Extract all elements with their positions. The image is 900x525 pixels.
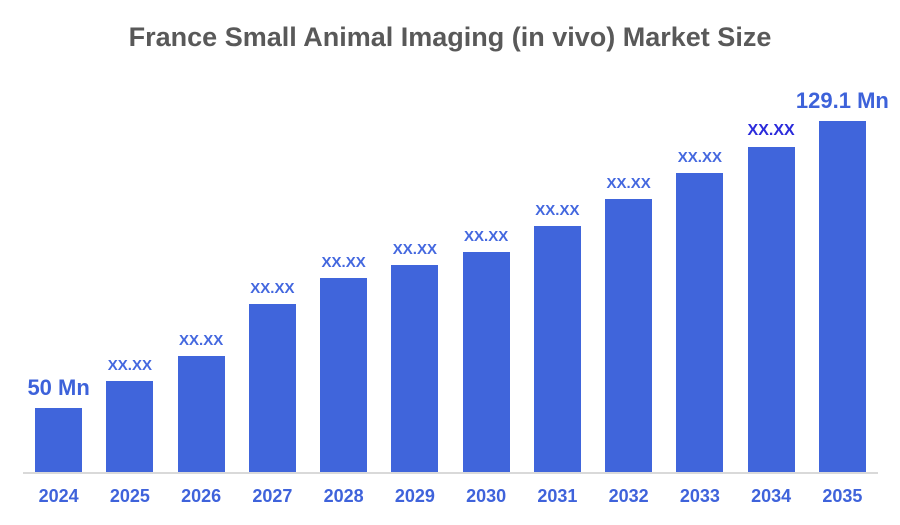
x-axis-label: 2028 bbox=[323, 486, 364, 506]
x-axis-label: 2027 bbox=[252, 486, 293, 506]
x-axis-label: 2024 bbox=[38, 486, 79, 506]
bar bbox=[391, 265, 439, 472]
bar-value-label: XX.XX bbox=[392, 241, 437, 258]
bar bbox=[747, 147, 795, 472]
bar bbox=[818, 121, 866, 472]
bar bbox=[106, 381, 154, 472]
bar-value-label: XX.XX bbox=[535, 202, 580, 219]
x-axis-label: 2032 bbox=[608, 486, 649, 506]
bar-value-label: XX.XX bbox=[179, 332, 224, 349]
bar bbox=[177, 356, 225, 472]
bar-slot: 129.1 Mn bbox=[796, 90, 889, 472]
bar-value-label: XX.XX bbox=[107, 357, 152, 374]
bar bbox=[320, 278, 368, 472]
x-axis-label: 2029 bbox=[394, 486, 435, 506]
bar-slot: XX.XX bbox=[664, 150, 735, 472]
bar-value-label: XX.XX bbox=[677, 149, 722, 166]
x-axis-label: 2026 bbox=[181, 486, 222, 506]
bar-slot: XX.XX bbox=[379, 242, 450, 472]
bar bbox=[676, 173, 724, 472]
bar-slot: XX.XX bbox=[94, 358, 165, 472]
chart-title: France Small Animal Imaging (in vivo) Ma… bbox=[128, 22, 772, 52]
bar-value-label: 50 Mn bbox=[27, 375, 90, 400]
bar-slot: XX.XX bbox=[736, 123, 807, 472]
x-axis-label: 2034 bbox=[751, 486, 792, 506]
x-axis-label: 2025 bbox=[109, 486, 150, 506]
bar-value-label: 129.1 Mn bbox=[795, 88, 889, 113]
x-axis-label: 2030 bbox=[466, 486, 507, 506]
bar-slot: XX.XX bbox=[522, 203, 593, 472]
bar-slot: XX.XX bbox=[237, 281, 308, 472]
bar-slot: XX.XX bbox=[308, 255, 379, 472]
x-axis: 2024 2025 2026 2027 2028 2029 2030 2031 2032 2033… bbox=[23, 486, 878, 507]
bar-value-label: XX.XX bbox=[747, 122, 795, 139]
bar bbox=[462, 252, 510, 472]
x-axis-label: 2033 bbox=[679, 486, 720, 506]
bar-slot: 50 Mn bbox=[23, 377, 94, 472]
bar-slot: XX.XX bbox=[166, 333, 237, 472]
plot-area: 50 Mn XX.XX XX.XX XX.XX XX.XX XX.XX XX.XX XX.XX… bbox=[23, 80, 889, 474]
bar bbox=[533, 226, 581, 472]
bar bbox=[248, 304, 296, 472]
bar bbox=[35, 408, 83, 472]
bar-value-label: XX.XX bbox=[250, 280, 295, 297]
bar bbox=[605, 199, 653, 472]
x-axis-label: 2031 bbox=[537, 486, 578, 506]
bar-slot: XX.XX bbox=[593, 176, 664, 472]
bar-value-label: XX.XX bbox=[321, 254, 366, 271]
bar-slot: XX.XX bbox=[451, 229, 522, 472]
bar-value-label: XX.XX bbox=[464, 228, 509, 245]
bar-value-label: XX.XX bbox=[606, 175, 651, 192]
x-axis-label: 2035 bbox=[822, 486, 863, 506]
